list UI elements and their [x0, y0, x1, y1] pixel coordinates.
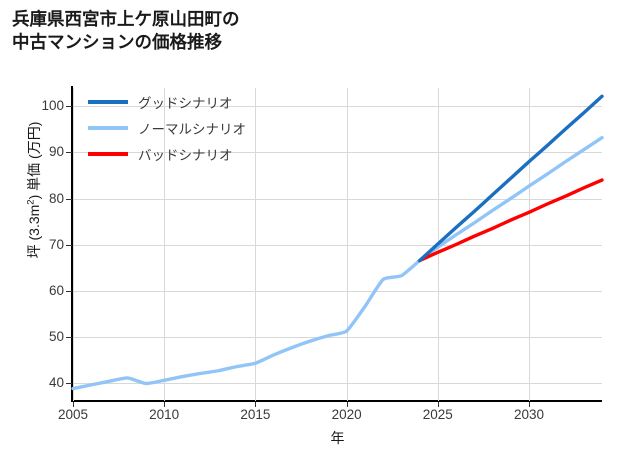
gridline-horizontal: [73, 336, 602, 338]
x-axis-tick-label: 2015: [240, 407, 271, 422]
legend-item[interactable]: ノーマルシナリオ: [88, 116, 308, 142]
gridline-vertical: [529, 88, 530, 401]
chart-title: 兵庫県西宮市上ケ原山田町の 中古マンションの価格推移: [12, 9, 240, 53]
gridline-horizontal: [73, 382, 602, 384]
legend-color-swatch: [88, 126, 128, 130]
x-axis-tick-label: 2030: [513, 407, 545, 422]
gridline-vertical: [346, 88, 348, 401]
y-axis-tick-mark: [66, 244, 72, 246]
y-axis-tick-label: 60: [48, 282, 64, 298]
gridline-horizontal: [73, 290, 602, 292]
gridline-vertical: [164, 88, 166, 401]
y-axis-tick-mark: [66, 382, 72, 384]
x-axis-line: [71, 400, 602, 402]
x-axis-tick-mark: [529, 402, 530, 407]
legend-item-label: ノーマルシナリオ: [138, 122, 246, 137]
series-line-good: [417, 94, 604, 263]
plot-area: [71, 88, 604, 401]
x-axis-tick-mark: [73, 402, 74, 407]
y-axis-tick-mark: [66, 198, 72, 200]
y-axis-title-suffix: ) 単価 (万円): [26, 121, 42, 200]
gridline-horizontal: [73, 152, 602, 154]
x-axis-title: 年: [330, 430, 345, 446]
y-axis-line: [71, 86, 73, 402]
y-axis-tick-mark: [66, 290, 72, 292]
y-axis-tick-label: 40: [48, 374, 64, 390]
chart-legend: グッドシナリオ ノーマルシナリオ バッドシナリオ: [88, 90, 308, 168]
x-axis-tick-mark: [164, 402, 166, 407]
y-axis-tick-mark: [66, 152, 72, 154]
gridline-horizontal: [73, 244, 602, 246]
y-axis-tick-mark: [66, 336, 72, 338]
y-axis-title-superscript: 2: [25, 199, 37, 205]
y-axis-title-prefix: 坪 (3.3m: [26, 204, 42, 259]
series-line-bad: [417, 178, 604, 263]
x-axis-tick-mark: [437, 402, 439, 407]
y-axis-tick-mark: [66, 106, 72, 108]
series-line-normal: [71, 136, 604, 391]
y-axis-tick-label: 80: [48, 190, 64, 206]
legend-item[interactable]: グッドシナリオ: [88, 90, 308, 116]
legend-color-swatch: [88, 100, 128, 104]
x-axis-tick-label: 2020: [331, 407, 362, 422]
y-axis-tick-label: 50: [48, 328, 64, 344]
y-axis-tick-label: 70: [48, 236, 64, 252]
x-axis-tick-mark: [255, 402, 257, 407]
legend-item[interactable]: バッドシナリオ: [88, 142, 308, 168]
legend-color-swatch: [88, 152, 128, 156]
gridline-horizontal: [73, 106, 602, 108]
y-axis-title: 坪 (3.3m2) 単価 (万円): [24, 60, 44, 320]
y-axis-tick-label: 90: [48, 144, 64, 160]
y-axis-tick-labels: 40 50 60 70 80 90 100: [8, 0, 64, 465]
gridline-horizontal: [73, 198, 602, 200]
gridline-vertical: [73, 88, 74, 401]
y-axis-tick-label: 100: [41, 98, 64, 114]
legend-item-label: バッドシナリオ: [138, 148, 233, 163]
x-axis-tick-label: 2010: [149, 407, 180, 422]
x-axis-tick-label: 2025: [422, 407, 453, 422]
data-series-layer: [71, 94, 604, 391]
x-axis-tick-mark: [346, 402, 348, 407]
legend-item-label: グッドシナリオ: [138, 96, 233, 111]
gridline-vertical: [255, 88, 257, 401]
x-axis-tick-label: 2005: [57, 407, 89, 422]
